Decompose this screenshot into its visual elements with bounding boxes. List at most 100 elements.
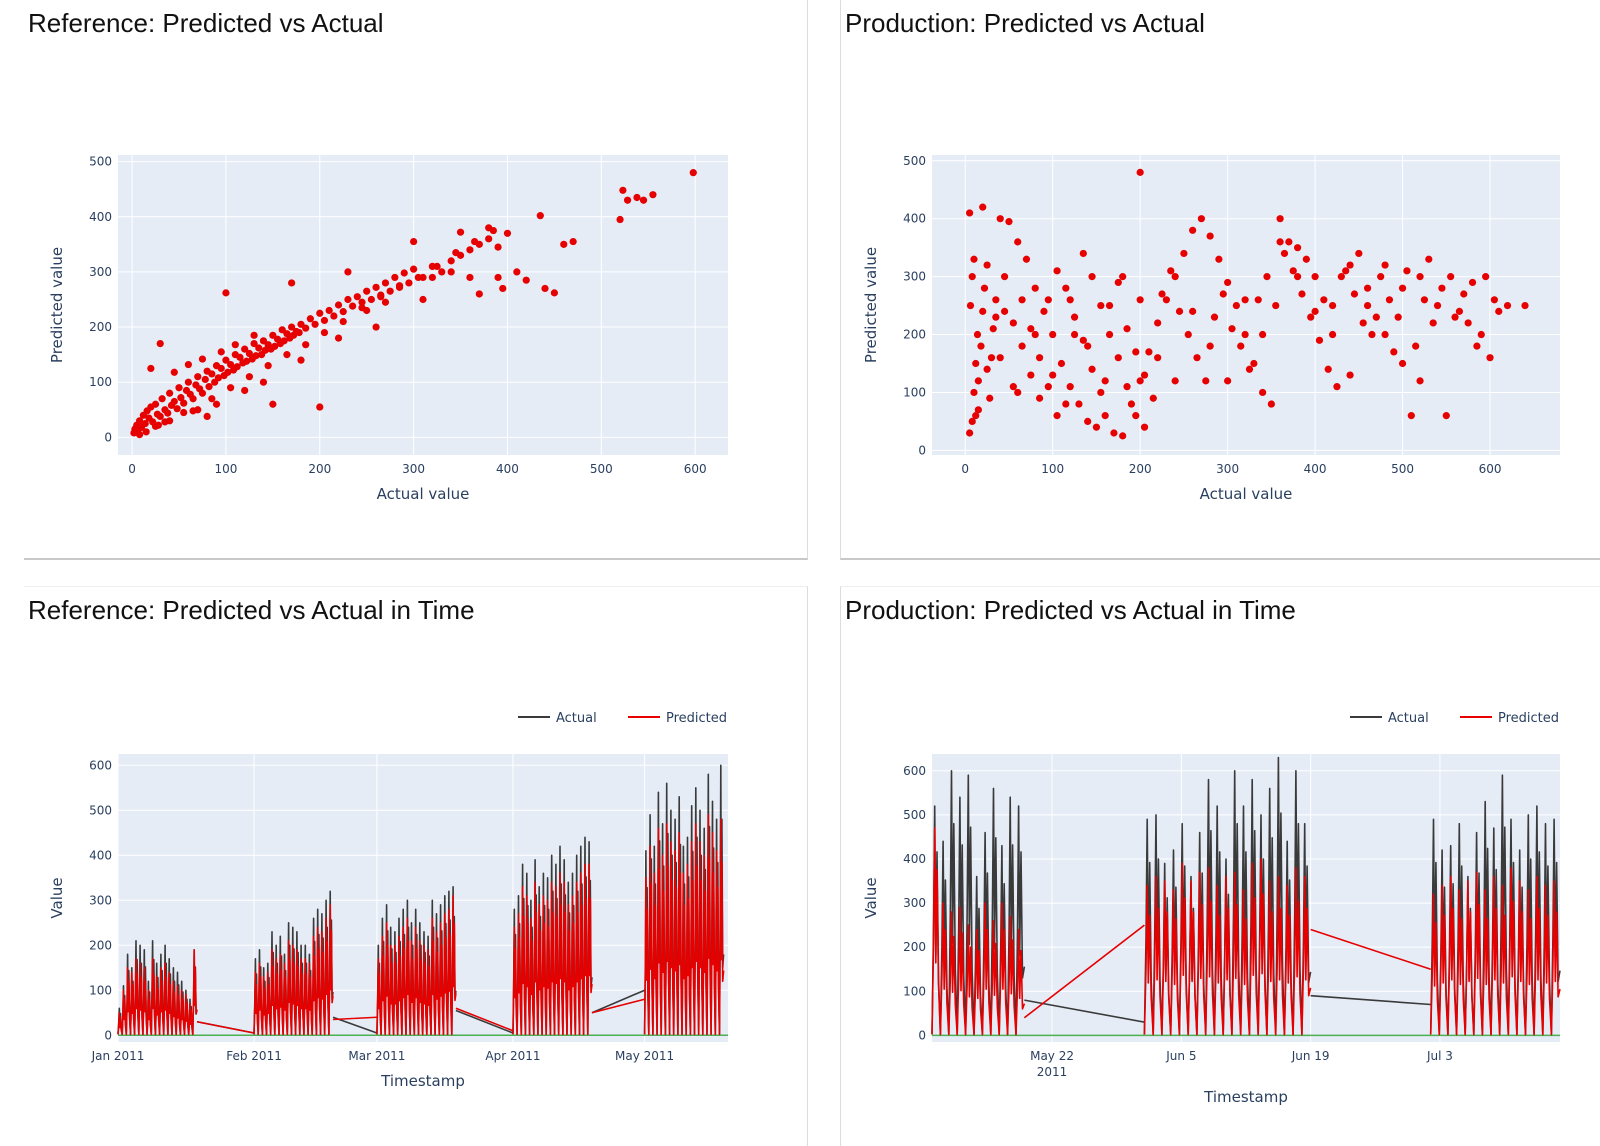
data-point xyxy=(970,255,978,263)
x-tick-label: Feb 2011 xyxy=(226,1049,282,1063)
data-point xyxy=(227,384,235,392)
data-point xyxy=(649,191,657,199)
y-tick-label: 100 xyxy=(903,984,926,998)
data-point xyxy=(1521,301,1529,310)
series-connector-line xyxy=(332,1016,377,1021)
data-point xyxy=(1328,301,1337,310)
data-point xyxy=(1062,284,1070,292)
series-connector-line xyxy=(1310,994,1431,1006)
data-point xyxy=(164,409,172,417)
data-point xyxy=(1084,342,1092,350)
data-point xyxy=(1272,301,1280,310)
data-point xyxy=(1486,354,1494,362)
data-point xyxy=(1009,319,1017,327)
data-point xyxy=(494,243,502,251)
data-point xyxy=(1302,255,1310,263)
data-point xyxy=(271,342,279,350)
data-point xyxy=(1057,359,1066,368)
data-point xyxy=(1289,267,1297,275)
data-point xyxy=(1088,273,1096,281)
data-point xyxy=(966,301,975,310)
data-point xyxy=(1425,255,1433,263)
data-point xyxy=(1110,429,1118,437)
data-point xyxy=(1079,336,1087,344)
data-point xyxy=(1245,365,1254,373)
data-point xyxy=(334,301,343,309)
data-point xyxy=(1412,342,1420,350)
data-point xyxy=(166,417,174,425)
x-tick-label: 100 xyxy=(1041,462,1064,476)
y-axis-title: Value xyxy=(48,877,66,918)
y-tick-label: 0 xyxy=(104,430,112,444)
data-point xyxy=(250,331,258,339)
data-point xyxy=(334,334,343,342)
y-tick-label: 300 xyxy=(903,270,926,284)
data-point xyxy=(974,377,982,385)
data-point xyxy=(966,429,974,437)
data-point xyxy=(1460,290,1468,298)
data-point xyxy=(1215,255,1223,263)
data-point xyxy=(1154,354,1162,362)
data-point xyxy=(1035,354,1044,362)
y-tick-label: 600 xyxy=(903,764,926,778)
data-point xyxy=(158,395,166,403)
data-point xyxy=(475,290,483,298)
data-point xyxy=(1324,365,1332,373)
data-point xyxy=(1294,244,1302,252)
data-point xyxy=(1241,330,1249,339)
data-point xyxy=(1105,330,1114,339)
data-point xyxy=(1044,383,1052,391)
data-point xyxy=(349,302,357,310)
data-point xyxy=(560,240,568,248)
data-point xyxy=(1070,313,1079,321)
data-point xyxy=(330,312,338,320)
x-tick-sublabel: 2011 xyxy=(1037,1065,1068,1079)
data-point xyxy=(623,196,632,204)
data-point xyxy=(241,386,249,395)
data-point xyxy=(1219,290,1227,298)
data-point xyxy=(1114,354,1122,362)
y-tick-label: 200 xyxy=(89,320,112,334)
data-point xyxy=(433,262,441,270)
data-point xyxy=(339,317,347,326)
data-point xyxy=(363,287,371,295)
data-point xyxy=(1031,330,1039,339)
x-tick-label: Jun 5 xyxy=(1165,1049,1196,1063)
series-connector-line xyxy=(1310,928,1431,970)
data-point xyxy=(198,389,207,397)
data-point xyxy=(1136,168,1144,176)
time-chart-3: 0 100 200 300 400 500 600 May 22 2011 Jun 5 Jun 19… xyxy=(862,711,1561,1106)
data-point xyxy=(1132,412,1140,420)
data-point xyxy=(372,323,380,331)
data-point xyxy=(1145,348,1153,356)
data-point xyxy=(180,399,188,407)
data-point xyxy=(1473,342,1481,350)
data-point xyxy=(689,169,697,177)
data-point xyxy=(1084,417,1092,426)
scatter-chart-1: 0 100 200 300 400 500 0 100 200 300 400 500 600 Actua… xyxy=(862,154,1560,503)
data-point xyxy=(344,295,352,304)
data-point xyxy=(616,215,624,224)
y-tick-label: 200 xyxy=(903,328,926,342)
data-point xyxy=(1250,359,1258,368)
x-tick-label: 200 xyxy=(1129,462,1152,476)
data-point xyxy=(996,215,1004,223)
data-point xyxy=(541,284,549,293)
series-predicted xyxy=(117,813,725,1036)
data-point xyxy=(316,309,324,317)
data-point xyxy=(1495,307,1503,315)
series-line-segment xyxy=(1143,858,1312,1036)
data-point xyxy=(489,226,497,235)
data-point xyxy=(283,351,291,359)
data-point xyxy=(255,344,263,352)
data-point xyxy=(1114,278,1122,287)
data-point xyxy=(1014,388,1022,397)
data-point xyxy=(302,324,310,332)
data-point xyxy=(513,268,521,276)
data-point xyxy=(194,373,202,381)
data-point xyxy=(1433,301,1442,310)
data-point xyxy=(151,400,160,408)
data-point xyxy=(1320,296,1328,304)
series-line-segment xyxy=(376,894,457,1036)
data-point xyxy=(1267,400,1275,408)
